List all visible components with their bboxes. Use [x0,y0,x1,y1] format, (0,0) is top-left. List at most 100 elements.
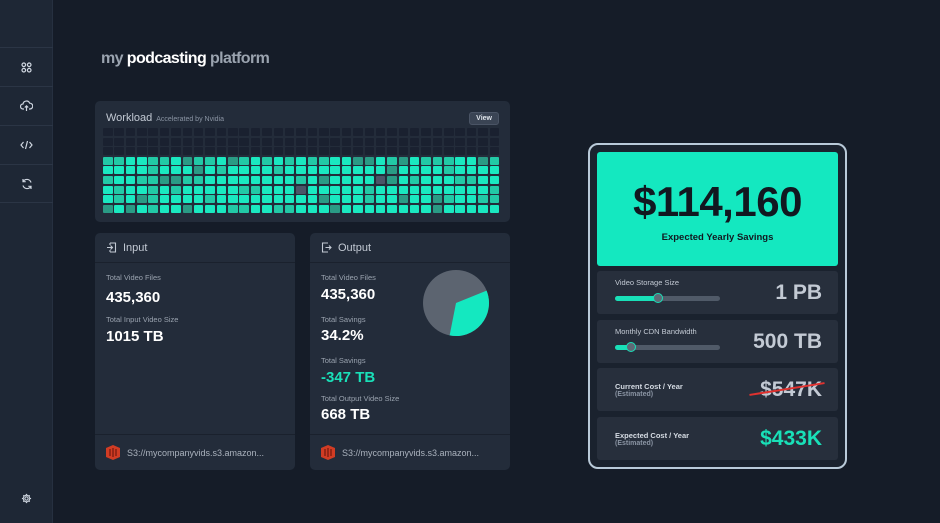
workload-cell [421,156,431,165]
workload-cell [125,156,136,165]
workload-cell [239,176,249,184]
workload-cell [307,147,318,156]
workload-cell [421,166,431,175]
workload-cell [171,176,181,184]
workload-cell [409,166,420,175]
workload-cell [148,137,158,146]
workload-cell [103,166,113,175]
workload-cell [296,185,306,194]
workload-cell [364,137,374,146]
workload-cell [216,195,227,204]
workload-cell [137,128,147,136]
workload-cell [364,204,374,213]
workload-cell [284,176,295,184]
workload-cell [466,137,477,146]
workload-cell [455,137,465,146]
workload-cell [478,137,488,146]
workload-cell [375,195,386,204]
workload-cell [444,204,454,213]
bandwidth-slider[interactable] [615,342,720,352]
expected-cost-label: Expected Cost / Year [615,431,690,440]
input-source-link[interactable]: S3://mycompanyvids.s3.amazon... [95,434,295,470]
storage-value: 1 PB [775,281,822,304]
workload-cell [239,137,249,146]
input-card: Input Total Video Files 435,360 Total In… [95,233,295,470]
stat-label: Total Savings [321,315,366,324]
workload-cell [341,204,352,213]
workload-cell [193,166,204,175]
settings-button[interactable] [0,488,53,508]
workload-cell [262,185,272,194]
workload-cell [193,204,204,213]
storage-slider[interactable] [615,293,720,303]
workload-cell [182,128,193,136]
workload-cell [444,185,454,194]
workload-cell [216,166,227,175]
input-source: S3://mycompanyvids.s3.amazon... [127,447,265,458]
workload-cell [205,195,215,204]
workload-cell [319,156,329,165]
workload-cell [193,176,204,184]
workload-cell [296,128,306,136]
workload-cell [273,166,284,175]
workload-cell [375,128,386,136]
workload-cell [364,128,374,136]
workload-cell [375,166,386,175]
workload-cell [250,185,261,194]
savings-calculator: $114,160 Expected Yearly Savings Video S… [588,143,847,469]
workload-cell [114,156,124,165]
workload-cell [182,137,193,146]
workload-cell [205,147,215,156]
workload-cell [171,185,181,194]
workload-cell [478,147,488,156]
slider-handle[interactable] [653,293,664,303]
workload-cell [421,128,431,136]
workload-cell [137,166,147,175]
workload-cell [444,156,454,165]
output-source-link[interactable]: S3://mycompanyvids.s3.amazon... [310,434,510,470]
workload-cell [148,156,158,165]
sidebar-item-sync[interactable] [0,164,53,203]
workload-cell [193,147,204,156]
workload-cell [409,128,420,136]
view-button[interactable]: View [469,112,499,125]
workload-cell [319,147,329,156]
slider-handle[interactable] [625,342,636,352]
sidebar-item-dashboard[interactable] [0,47,53,86]
workload-cell [353,156,363,165]
workload-cell [159,195,170,204]
workload-cell [273,156,284,165]
workload-cell [171,128,181,136]
workload-cell [409,204,420,213]
sidebar-item-upload[interactable] [0,86,53,125]
workload-cell [296,176,306,184]
workload-cell [489,137,500,146]
workload-cell [353,195,363,204]
output-header: Output [310,233,510,263]
workload-cell [398,137,409,146]
workload-cell [409,195,420,204]
workload-cell [353,137,363,146]
workload-cell [205,185,215,194]
workload-cell [250,147,261,156]
workload-cell [125,147,136,156]
workload-cell [466,185,477,194]
workload-cell [409,137,420,146]
workload-cell [341,185,352,194]
grid-icon [21,61,32,73]
workload-cell [228,156,238,165]
stat-value: 1015 TB [106,328,164,345]
workload-cell [353,204,363,213]
workload-cell [421,176,431,184]
workload-cell [296,166,306,175]
workload-cell [114,185,124,194]
sidebar-item-code[interactable] [0,125,53,164]
workload-cell [250,166,261,175]
workload-cell [216,185,227,194]
workload-cell [478,204,488,213]
workload-cell [182,204,193,213]
stat-value: -347 TB [321,369,376,386]
workload-cell [216,147,227,156]
workload-cell [409,176,420,184]
sidebar [0,0,53,523]
